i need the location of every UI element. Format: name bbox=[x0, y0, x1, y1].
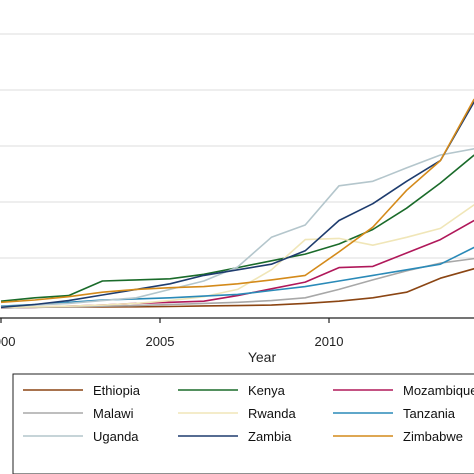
legend-items: Ethiopia Kenya Mozambique Malawi Rwanda Tanza… bbox=[23, 383, 474, 444]
legend-label: Mozambique bbox=[403, 383, 474, 398]
x-axis-title: Year bbox=[248, 349, 277, 365]
series-line-rwanda bbox=[0, 204, 474, 309]
legend-label: Kenya bbox=[248, 383, 286, 398]
series-line-kenya bbox=[0, 154, 474, 302]
legend-label: Ethiopia bbox=[93, 383, 141, 398]
series-line-zambia bbox=[0, 101, 474, 309]
legend-label: Rwanda bbox=[248, 406, 296, 421]
x-tick-label-2005: 2005 bbox=[146, 334, 175, 349]
legend-label: Zambia bbox=[248, 429, 292, 444]
legend-label: Tanzania bbox=[403, 406, 456, 421]
series-line-zimbabwe bbox=[0, 98, 474, 304]
legend-label: Uganda bbox=[93, 429, 139, 444]
x-tick-label-2010: 2010 bbox=[315, 334, 344, 349]
legend-label: Zimbabwe bbox=[403, 429, 463, 444]
x-axis-ticks bbox=[0, 318, 330, 323]
legend-label: Malawi bbox=[93, 406, 134, 421]
legend-box bbox=[12, 373, 474, 474]
gridlines bbox=[0, 33, 474, 259]
series-layer bbox=[0, 98, 474, 309]
x-tick-label-2000: 2000 bbox=[0, 334, 15, 349]
legend: Ethiopia Kenya Mozambique Malawi Rwanda Tanza… bbox=[12, 373, 474, 474]
series-line-uganda bbox=[0, 148, 474, 308]
series-line-tanzania bbox=[0, 246, 474, 307]
